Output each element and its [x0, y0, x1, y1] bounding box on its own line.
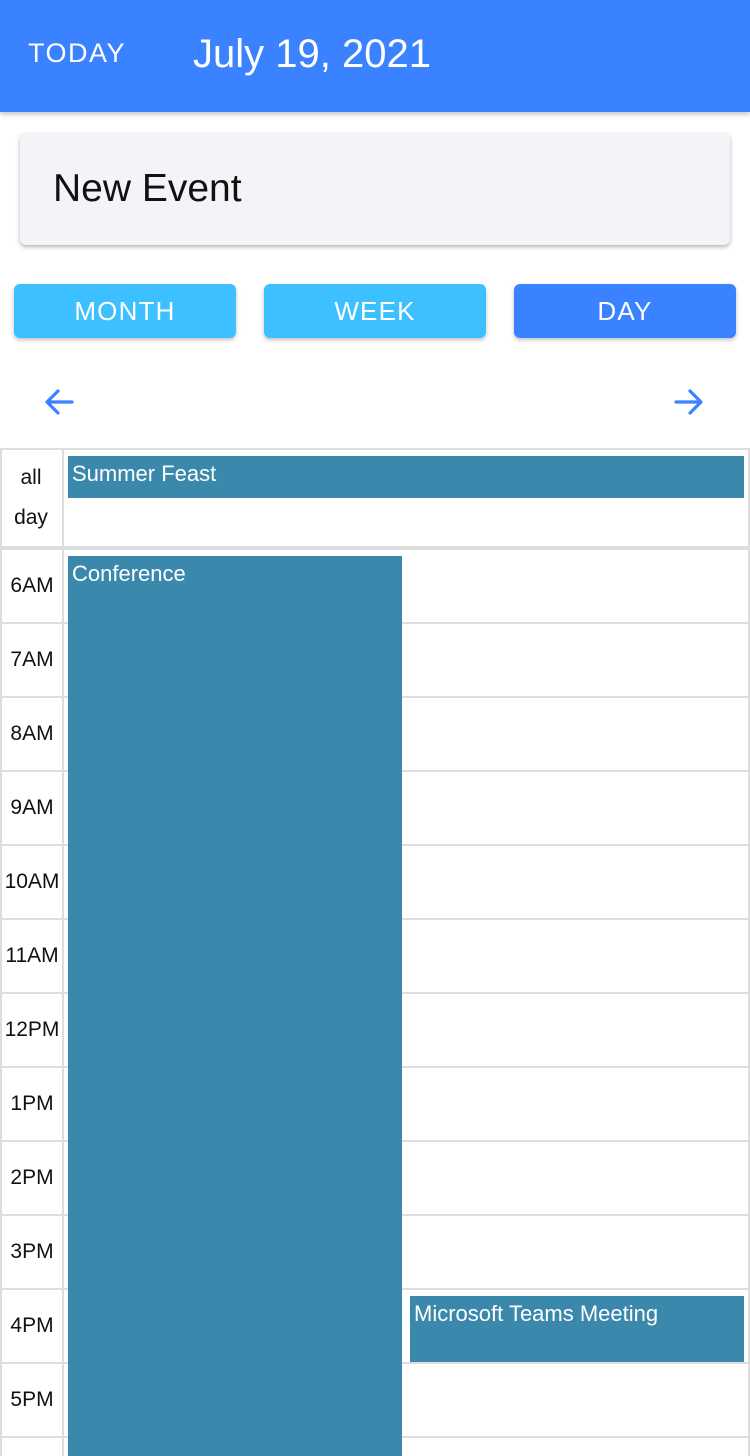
hour-label: 4PM — [10, 1314, 54, 1337]
hour-label: 10AM — [4, 870, 60, 893]
hour-label: 8AM — [10, 722, 54, 745]
hour-label: 12PM — [4, 1018, 60, 1041]
arrow-right-icon[interactable] — [670, 384, 706, 420]
hour-label: 9AM — [10, 796, 54, 819]
week-view-button[interactable]: WEEK — [264, 284, 486, 338]
grid-right-border — [748, 450, 750, 1456]
hour-label: 2PM — [10, 1166, 54, 1189]
hour-label: 11AM — [5, 944, 59, 967]
top-app-bar: TODAY July 19, 2021 — [0, 0, 750, 112]
all-day-label: all day — [0, 458, 62, 538]
hour-label: 5PM — [10, 1388, 54, 1411]
event-summer-feast[interactable]: Summer Feast — [68, 456, 744, 498]
hour-label: 7AM — [10, 648, 54, 671]
hour-label: 6AM — [10, 574, 54, 597]
grid-left-border — [0, 450, 2, 1456]
day-view-grid: all day 6AM 7AM 8AM 9AM 10AM 11AM 12PM 1PM 2PM 3P… — [0, 448, 750, 1456]
current-date-title: July 19, 2021 — [193, 32, 431, 76]
new-event-button[interactable]: New Event — [20, 133, 730, 245]
all-day-label-line1: all — [20, 466, 42, 489]
event-conference[interactable]: Conference — [68, 556, 402, 1456]
month-view-button[interactable]: MONTH — [14, 284, 236, 338]
time-column-divider — [62, 450, 64, 1456]
arrow-left-icon[interactable] — [42, 384, 78, 420]
all-day-separator — [0, 546, 750, 550]
day-view-button[interactable]: DAY — [514, 284, 736, 338]
all-day-label-line2: day — [14, 506, 48, 529]
hour-label: 3PM — [10, 1240, 54, 1263]
hour-label: 1PM — [10, 1092, 54, 1115]
event-microsoft-teams-meeting[interactable]: Microsoft Teams Meeting — [410, 1296, 744, 1362]
today-button[interactable]: TODAY — [28, 38, 127, 68]
